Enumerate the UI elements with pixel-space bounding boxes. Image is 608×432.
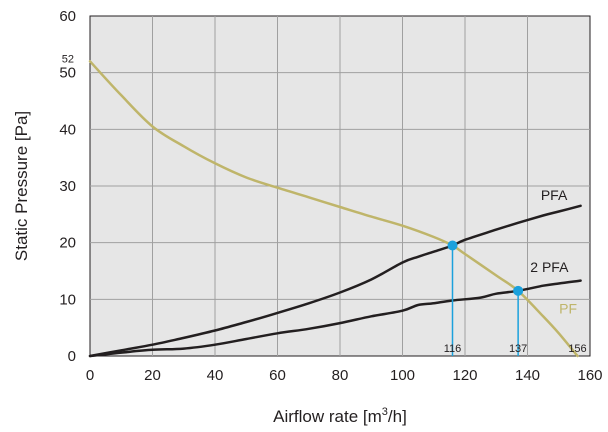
series-label-2-pfa: 2 PFA: [530, 259, 569, 275]
x-tick-label: 60: [269, 367, 286, 384]
x-tick-label: 100: [390, 367, 415, 384]
y-tick-label: 20: [59, 235, 76, 252]
x-intercept-label: 156: [568, 343, 586, 355]
x-tick-label: 0: [86, 367, 94, 384]
series-labels: PF PFA 2 PFA: [530, 187, 577, 316]
operating-point-drop-lines: 116 137: [444, 245, 527, 356]
x-tick-label: 40: [207, 367, 224, 384]
y-intercept-label: 52: [62, 53, 74, 65]
y-tick-label: 0: [68, 348, 76, 365]
series-label-pfa: PFA: [541, 187, 568, 203]
x-tick-label: 140: [515, 367, 540, 384]
x-tick-label: 80: [332, 367, 349, 384]
operating-points: [447, 240, 524, 296]
x-axis-title: Airflow rate [m3/h]: [273, 406, 407, 426]
x-axis-title-tail: /h]: [388, 407, 407, 426]
y-tick-labels: 0 10 20 30 40 50 60: [59, 8, 76, 365]
y-axis-title: Static Pressure [Pa]: [12, 111, 31, 261]
x-tick-labels: 0 20 40 60 80 100 120 140 160: [86, 367, 603, 384]
y-tick-label: 10: [59, 291, 76, 308]
operating-point-label-137: 137: [509, 343, 527, 355]
x-tick-label: 20: [144, 367, 161, 384]
series-label-pf: PF: [559, 301, 577, 317]
operating-point-137: [513, 285, 524, 296]
y-tick-label: 30: [59, 178, 76, 195]
y-tick-label: 50: [59, 65, 76, 82]
x-tick-label: 160: [577, 367, 602, 384]
x-axis-title-superscript: 3: [382, 406, 388, 418]
y-tick-label: 60: [59, 8, 76, 25]
annotations: 52 156: [62, 53, 587, 355]
operating-point-label-116: 116: [444, 343, 462, 355]
operating-point-116: [447, 240, 458, 251]
series-line-pfa: [88, 204, 582, 358]
x-tick-label: 120: [452, 367, 477, 384]
x-axis-title-main: Airflow rate [m: [273, 407, 382, 426]
y-tick-label: 40: [59, 121, 76, 138]
